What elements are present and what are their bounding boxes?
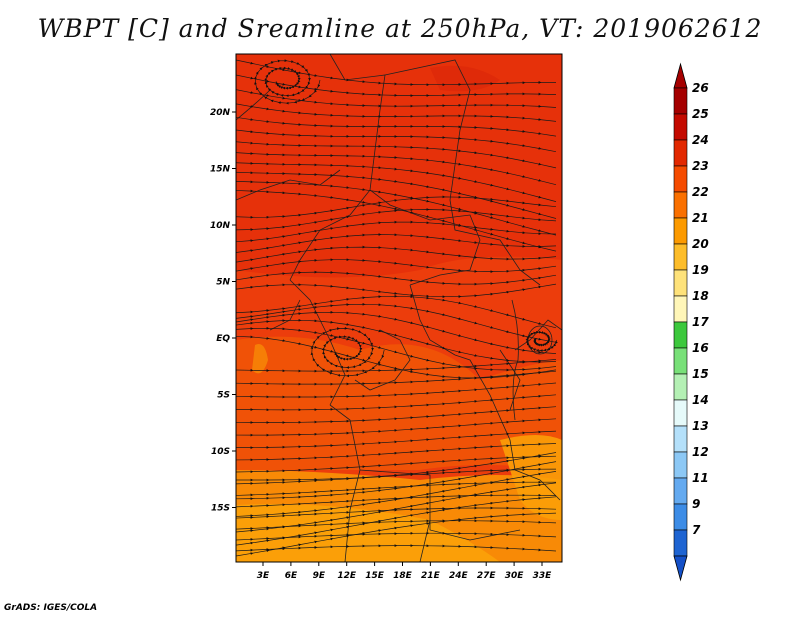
lon-tick-label: 33E [533, 571, 553, 581]
streamline [236, 270, 557, 286]
colorbar-bottom-arrow [673, 555, 688, 582]
streamline [236, 103, 557, 122]
lon-tick-label: 18E [393, 571, 413, 581]
lat-tick-label: 20N [210, 108, 231, 118]
streamline [236, 512, 557, 557]
streamline [525, 330, 558, 352]
colorbar-bin [673, 87, 688, 115]
colorbar-label: 12 [692, 445, 709, 459]
streamline [236, 116, 557, 137]
colorbar-bin [673, 373, 688, 401]
lon-tick-label: 27E [477, 571, 497, 581]
colorbar-bin [673, 347, 688, 375]
colorbar-bin [673, 477, 688, 505]
lat-tick-label: 5N [216, 278, 230, 288]
colorbar-label: 15 [692, 367, 709, 381]
streamlines [236, 59, 558, 557]
streamline [236, 359, 557, 373]
map-plot-area [236, 54, 562, 562]
colorbar-bin [673, 217, 688, 245]
colorbar-label: 20 [692, 237, 709, 251]
colorbar-bin [673, 321, 688, 349]
streamline [236, 283, 557, 299]
streamline [253, 59, 321, 105]
lon-tick-label: 30E [505, 571, 525, 581]
lon-tick-label: 6E [285, 571, 298, 581]
shade-north [236, 54, 562, 278]
colorbar-bin [673, 503, 688, 531]
colorbar-bin [673, 295, 688, 323]
grads-credit: GrADS: IGES/COLA [4, 603, 98, 613]
lon-tick-label: 24E [449, 571, 469, 581]
colorbar-bin [673, 139, 688, 167]
chart-title: WBPT [C] and Sreamline at 250hPa, VT: 20… [37, 14, 763, 43]
colorbar-label: 21 [692, 211, 709, 225]
lon-tick-label: 12E [337, 571, 357, 581]
colorbar-top-arrow [673, 62, 688, 89]
colorbar-bin [673, 425, 688, 453]
lat-tick-label: 10N [210, 221, 231, 231]
colorbar-label: 26 [692, 81, 709, 95]
colorbar-label: 11 [692, 471, 709, 485]
colorbar-label: 14 [692, 393, 709, 407]
colorbar-label: 24 [692, 133, 709, 147]
colorbar-label: 18 [692, 289, 709, 303]
colorbar-bin [673, 269, 688, 297]
colorbar-label: 7 [692, 523, 701, 537]
colorbar-label: 23 [692, 159, 709, 173]
colorbar-bin [673, 113, 688, 141]
longitude-axis: 3E 6E 9E 12E 15E 18E 21E 24E 27E 30E 33E [257, 562, 552, 581]
lat-tick-label: EQ [216, 334, 230, 344]
colorbar-label: 16 [692, 341, 709, 355]
colorbar-label: 19 [692, 263, 709, 277]
colorbar: 26 25 24 23 22 21 20 19 18 17 16 15 14 13 12 11 9 7 [673, 62, 709, 582]
map-frame [235, 53, 563, 563]
colorbar-label: 13 [692, 419, 709, 433]
colorbar-bin [673, 529, 688, 557]
latitude-axis: 20N 15N 10N 5N EQ 5S 10S 15S [210, 108, 236, 514]
colorbar-label: 17 [692, 315, 709, 329]
colorbar-bin [673, 243, 688, 271]
colorbar-label: 25 [692, 107, 709, 121]
lon-tick-label: 3E [257, 571, 270, 581]
lon-tick-label: 21E [421, 571, 441, 581]
lat-tick-label: 15S [211, 504, 230, 514]
colorbar-label: 22 [692, 185, 709, 199]
colorbar-bin [673, 451, 688, 479]
lat-tick-label: 10S [211, 447, 230, 457]
lon-tick-label: 9E [313, 571, 326, 581]
colorbar-bin [673, 399, 688, 427]
colorbar-bin [673, 191, 688, 219]
lat-tick-label: 5S [217, 391, 230, 401]
streamline [236, 233, 557, 253]
streamline [310, 326, 385, 378]
lon-tick-label: 15E [365, 571, 385, 581]
colorbar-label: 9 [692, 497, 700, 511]
colorbar-bin [673, 165, 688, 193]
lat-tick-label: 15N [210, 165, 231, 175]
